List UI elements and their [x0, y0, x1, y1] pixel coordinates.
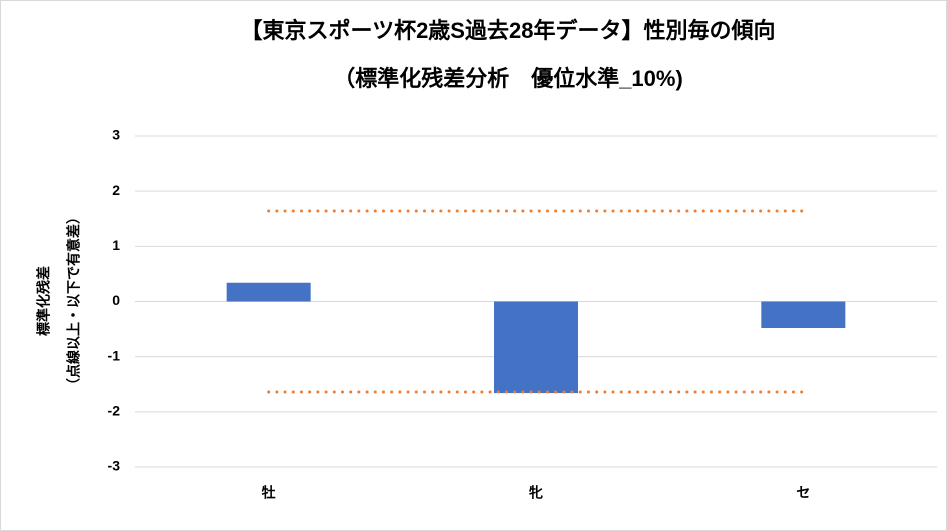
y-tick-label: 3 [112, 127, 120, 143]
y-tick-label: 1 [112, 237, 120, 253]
chart-title: 【東京スポーツ杯2歳S過去28年データ】性別毎の傾向 [241, 18, 776, 43]
x-tick-label: セ [796, 485, 810, 501]
bar [761, 301, 846, 328]
bar [494, 301, 578, 394]
bar [226, 282, 311, 302]
y-tick-label: 0 [112, 292, 120, 308]
x-tick-label: 牝 [529, 485, 543, 501]
y-tick-label: -1 [108, 347, 121, 363]
y-tick-label: -3 [108, 458, 121, 474]
y-tick-label: 2 [112, 182, 120, 198]
y-axis-label: 標準化残差 [36, 266, 52, 336]
y-tick-label: -2 [108, 403, 121, 419]
chart-subtitle: （標準化残差分析 優位水準_10%) [333, 66, 683, 91]
y-axis-label: （点線以上・以下で有意差） [66, 210, 82, 392]
x-tick-label: 牡 [262, 485, 276, 501]
